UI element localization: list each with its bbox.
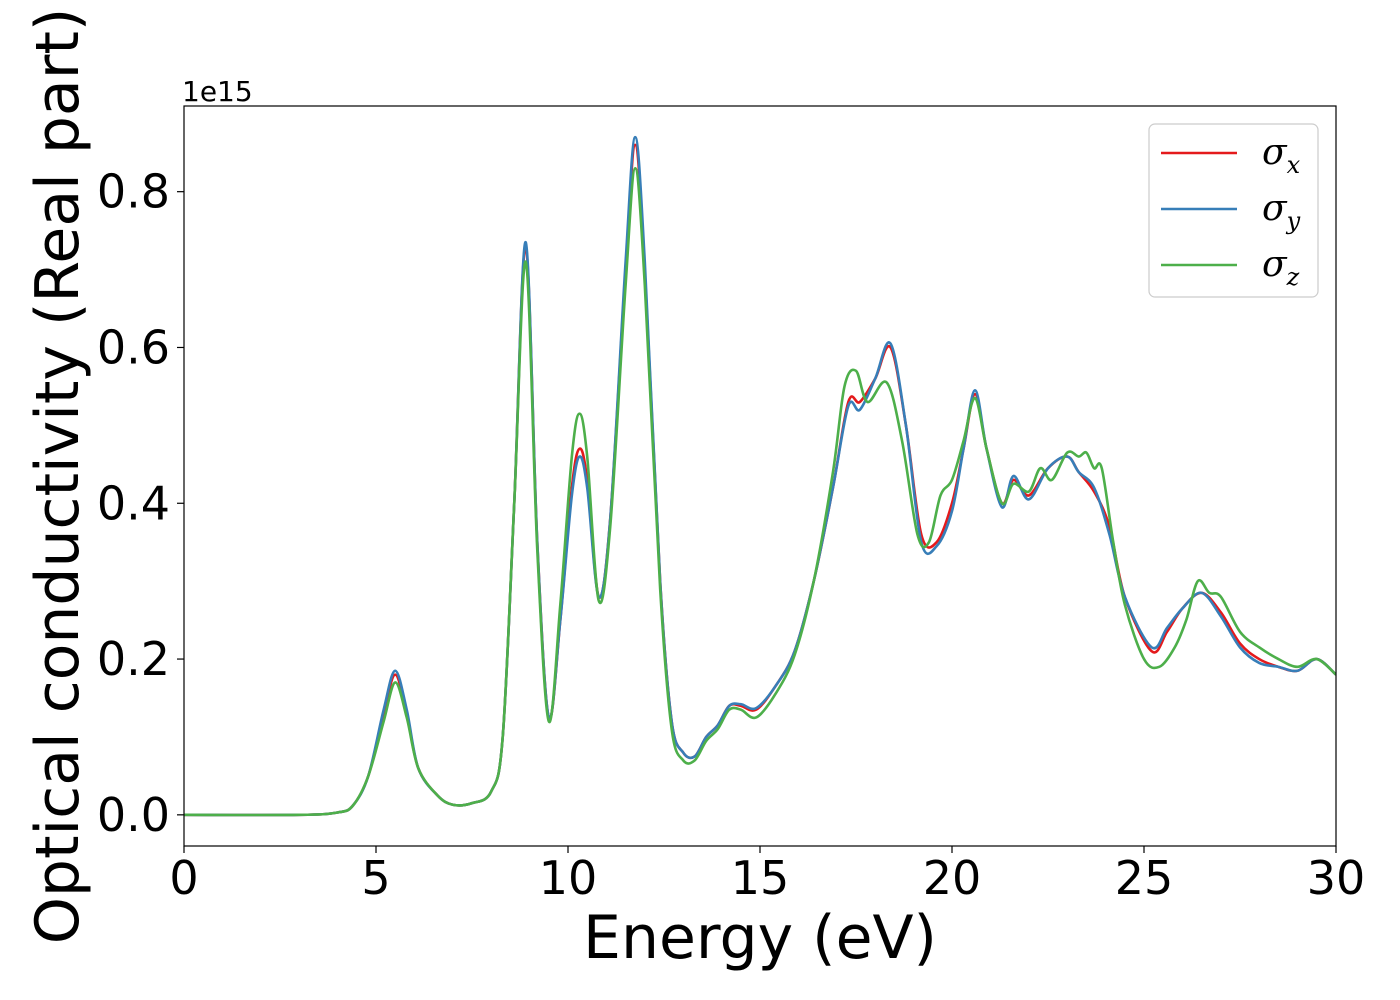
series-layer: [184, 135, 1336, 817]
x-tick-label: 30: [1307, 851, 1366, 905]
y-tick-label: 0.0: [97, 788, 170, 842]
y-tick-label: 0.2: [97, 632, 170, 686]
y-axis: 0.0 0.2 0.4 0.6 0.8: [97, 165, 184, 842]
x-tick-label: 25: [1115, 851, 1174, 905]
x-tick-label: 10: [539, 851, 598, 905]
legend-label-x: σx: [1262, 132, 1301, 179]
x-tick-label: 0: [169, 851, 198, 905]
y-tick-label: 0.8: [97, 165, 170, 219]
x-tick-label: 5: [361, 851, 390, 905]
legend: σx σy σz: [1148, 123, 1319, 298]
legend-box: [1148, 123, 1319, 298]
plot-background: [184, 106, 1336, 846]
y-tick-label: 0.6: [97, 320, 170, 374]
x-axis-title: Energy (eV): [583, 903, 937, 973]
x-axis: 0 5 10 15 20 25 30: [169, 846, 1365, 905]
legend-label-z: σz: [1262, 244, 1300, 291]
series-line-z: [184, 167, 1336, 817]
y-axis-title: Optical conductivity (Real part): [23, 8, 93, 945]
x-tick-label: 20: [923, 851, 982, 905]
legend-label-y: σy: [1262, 188, 1301, 235]
x-tick-label: 15: [731, 851, 790, 905]
y-tick-label: 0.4: [97, 476, 170, 530]
y-offset-label: 1e15: [182, 75, 253, 108]
